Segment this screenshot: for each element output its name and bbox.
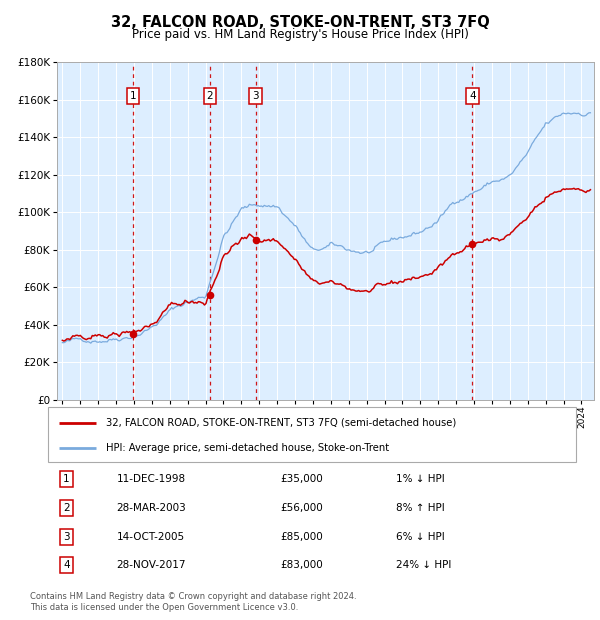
Text: 8% ↑ HPI: 8% ↑ HPI bbox=[397, 503, 445, 513]
Text: 28-NOV-2017: 28-NOV-2017 bbox=[116, 560, 186, 570]
Text: 4: 4 bbox=[63, 560, 70, 570]
FancyBboxPatch shape bbox=[48, 407, 576, 462]
Text: £85,000: £85,000 bbox=[280, 532, 323, 542]
Text: £83,000: £83,000 bbox=[280, 560, 323, 570]
Text: 3: 3 bbox=[63, 532, 70, 542]
Text: 32, FALCON ROAD, STOKE-ON-TRENT, ST3 7FQ (semi-detached house): 32, FALCON ROAD, STOKE-ON-TRENT, ST3 7FQ… bbox=[106, 418, 457, 428]
Text: £35,000: £35,000 bbox=[280, 474, 323, 484]
Text: This data is licensed under the Open Government Licence v3.0.: This data is licensed under the Open Gov… bbox=[30, 603, 298, 612]
Text: 6% ↓ HPI: 6% ↓ HPI bbox=[397, 532, 445, 542]
Text: 3: 3 bbox=[252, 91, 259, 101]
Text: 1% ↓ HPI: 1% ↓ HPI bbox=[397, 474, 445, 484]
Text: 28-MAR-2003: 28-MAR-2003 bbox=[116, 503, 187, 513]
Text: 11-DEC-1998: 11-DEC-1998 bbox=[116, 474, 186, 484]
Text: £56,000: £56,000 bbox=[280, 503, 323, 513]
Text: 1: 1 bbox=[130, 91, 136, 101]
Text: Contains HM Land Registry data © Crown copyright and database right 2024.: Contains HM Land Registry data © Crown c… bbox=[30, 592, 356, 601]
Text: 32, FALCON ROAD, STOKE-ON-TRENT, ST3 7FQ: 32, FALCON ROAD, STOKE-ON-TRENT, ST3 7FQ bbox=[110, 16, 490, 30]
Text: 2: 2 bbox=[63, 503, 70, 513]
Text: 14-OCT-2005: 14-OCT-2005 bbox=[116, 532, 185, 542]
Text: 1: 1 bbox=[63, 474, 70, 484]
Text: 4: 4 bbox=[469, 91, 476, 101]
Text: 2: 2 bbox=[206, 91, 213, 101]
Text: Price paid vs. HM Land Registry's House Price Index (HPI): Price paid vs. HM Land Registry's House … bbox=[131, 29, 469, 41]
Text: 24% ↓ HPI: 24% ↓ HPI bbox=[397, 560, 452, 570]
Text: HPI: Average price, semi-detached house, Stoke-on-Trent: HPI: Average price, semi-detached house,… bbox=[106, 443, 389, 453]
